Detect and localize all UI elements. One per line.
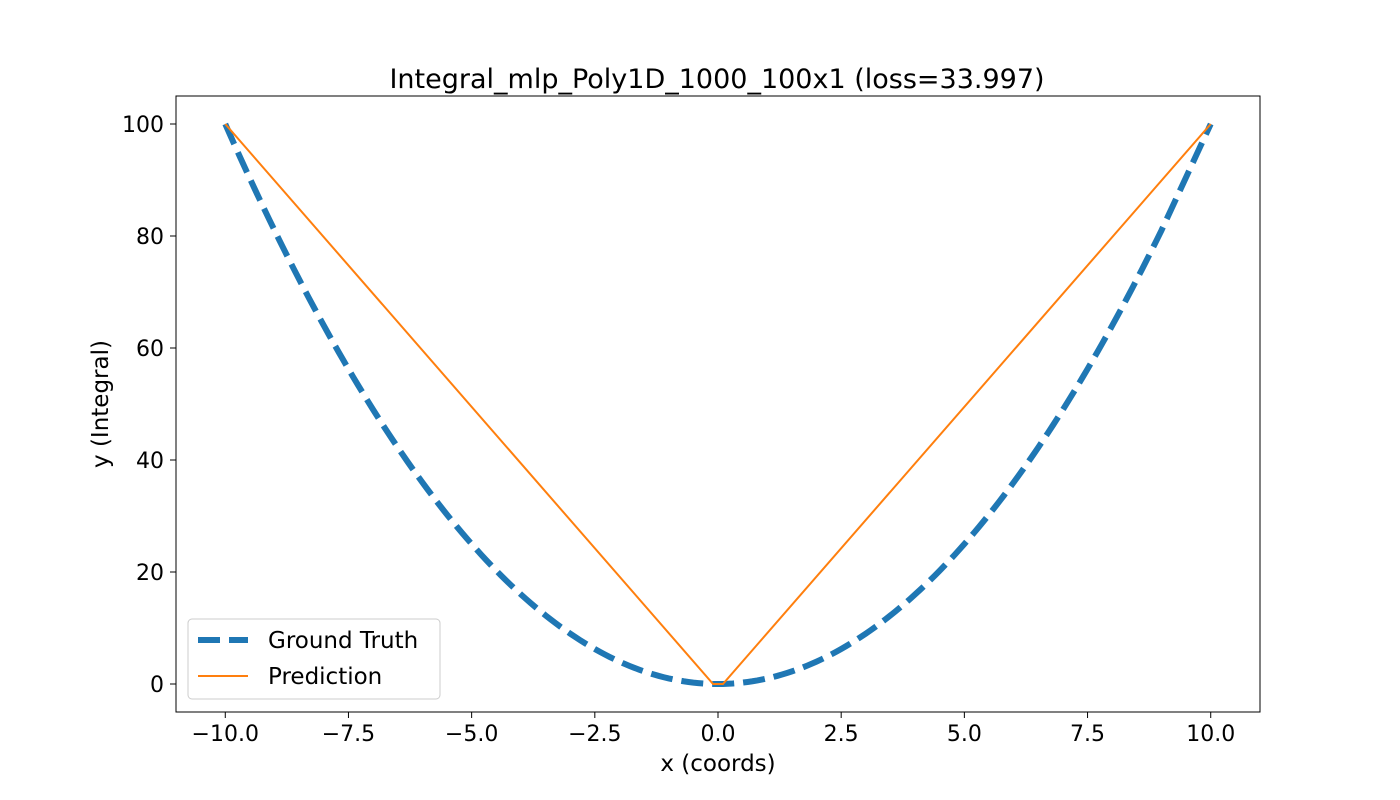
x-tick-label: 10.0 bbox=[1186, 722, 1235, 747]
y-tick-label: 80 bbox=[136, 225, 164, 250]
x-tick-label: −2.5 bbox=[568, 722, 621, 747]
y-axis-label: y (Integral) bbox=[88, 340, 114, 468]
plot-area bbox=[176, 96, 1260, 712]
y-axis: 0 20 40 60 80 100 bbox=[122, 113, 176, 698]
y-tick-label: 0 bbox=[150, 673, 164, 698]
legend-label-ground-truth: Ground Truth bbox=[268, 628, 418, 654]
x-tick-label: 7.5 bbox=[1070, 722, 1105, 747]
legend-label-prediction: Prediction bbox=[268, 664, 382, 690]
x-axis: −10.0 −7.5 −5.0 −2.5 0.0 2.5 5.0 7.5 10.0 bbox=[192, 712, 1235, 747]
x-tick-label: −5.0 bbox=[445, 722, 498, 747]
x-axis-label: x (coords) bbox=[660, 751, 775, 777]
y-tick-label: 40 bbox=[136, 449, 164, 474]
x-tick-label: −7.5 bbox=[322, 722, 375, 747]
legend-box bbox=[187, 618, 441, 700]
x-tick-label: 2.5 bbox=[824, 722, 859, 747]
y-tick-label: 100 bbox=[122, 113, 164, 138]
series-line-prediction bbox=[224, 123, 1212, 685]
chart-title: Integral_mlp_Poly1D_1000_100x1 (loss=33.… bbox=[389, 64, 1044, 95]
legend: Ground Truth Prediction bbox=[187, 618, 441, 700]
series-layer bbox=[222, 122, 1214, 688]
x-tick-label: 5.0 bbox=[947, 722, 982, 747]
y-tick-label: 60 bbox=[136, 337, 164, 362]
x-tick-label: 0.0 bbox=[701, 722, 736, 747]
x-tick-label: −10.0 bbox=[192, 722, 259, 747]
plot-frame bbox=[175, 95, 1261, 713]
y-tick-label: 20 bbox=[136, 561, 164, 586]
